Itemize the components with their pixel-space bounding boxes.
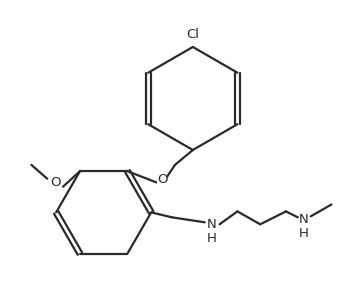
Text: H: H xyxy=(207,232,217,245)
Text: N: N xyxy=(207,218,217,231)
Text: O: O xyxy=(50,176,60,189)
Text: H: H xyxy=(299,227,309,240)
Text: Cl: Cl xyxy=(186,28,199,41)
Text: N: N xyxy=(299,213,309,226)
Text: O: O xyxy=(157,173,167,186)
